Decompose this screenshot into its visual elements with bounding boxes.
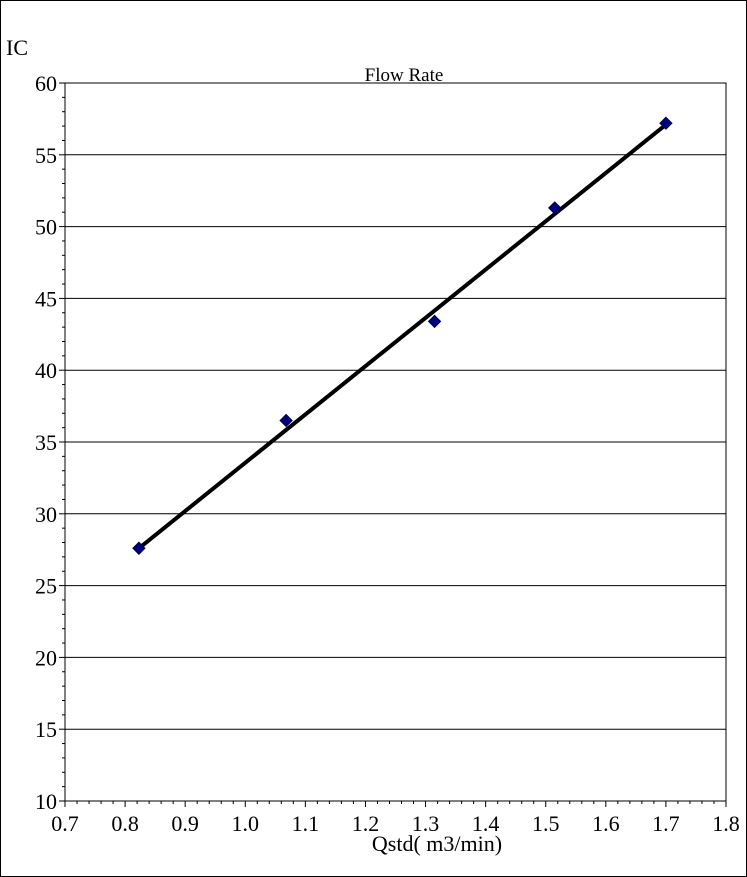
y-tick-label: 30	[35, 502, 57, 527]
data-point	[279, 413, 293, 428]
data-point	[132, 541, 146, 555]
data-point	[548, 201, 562, 215]
trendline	[136, 122, 668, 551]
data-point	[427, 314, 442, 329]
y-tick-label: 50	[35, 215, 57, 240]
data-point	[659, 116, 673, 130]
y-tick-label: 60	[35, 71, 57, 96]
chart-title: Flow Rate	[365, 65, 444, 86]
y-tick-label: 20	[35, 645, 57, 670]
x-tick-label: 1.5	[532, 811, 560, 836]
x-tick-label: 1.8	[712, 811, 740, 836]
x-axis-title: Qstd( m3/min)	[372, 831, 502, 856]
y-tick-label: 45	[35, 286, 57, 311]
x-tick-label: 1.0	[232, 811, 260, 836]
x-tick-label: 1.3	[412, 811, 440, 836]
x-tick-label: 0.8	[111, 811, 139, 836]
y-tick-label: 55	[35, 143, 57, 168]
y-tick-label: 25	[35, 574, 57, 599]
x-ticks: 0.7 0.8 0.9 1.0 1.1 1.2 1.3 1.4 1.5 1.6 1.7 1.8	[51, 801, 740, 836]
x-tick-label: 0.9	[171, 811, 199, 836]
y-tick-label: 35	[35, 430, 57, 455]
y-axis-title: IC	[6, 35, 28, 60]
y-tick-label: 40	[35, 358, 57, 383]
y-ticks: 10 15 20 25 30 35 40 45 50 55 60	[35, 71, 65, 814]
y-tick-label: 15	[35, 717, 57, 742]
x-tick-label: 1.6	[592, 811, 620, 836]
x-tick-label: 0.7	[51, 811, 79, 836]
x-tick-label: 1.2	[352, 811, 380, 836]
gridlines	[65, 154, 726, 730]
trendline-group	[136, 122, 668, 551]
x-tick-label: 1.4	[472, 811, 500, 836]
x-tick-label: 1.7	[652, 811, 680, 836]
y-tick-label: 10	[35, 789, 57, 814]
x-tick-label: 1.1	[292, 811, 320, 836]
data-points	[132, 116, 673, 555]
